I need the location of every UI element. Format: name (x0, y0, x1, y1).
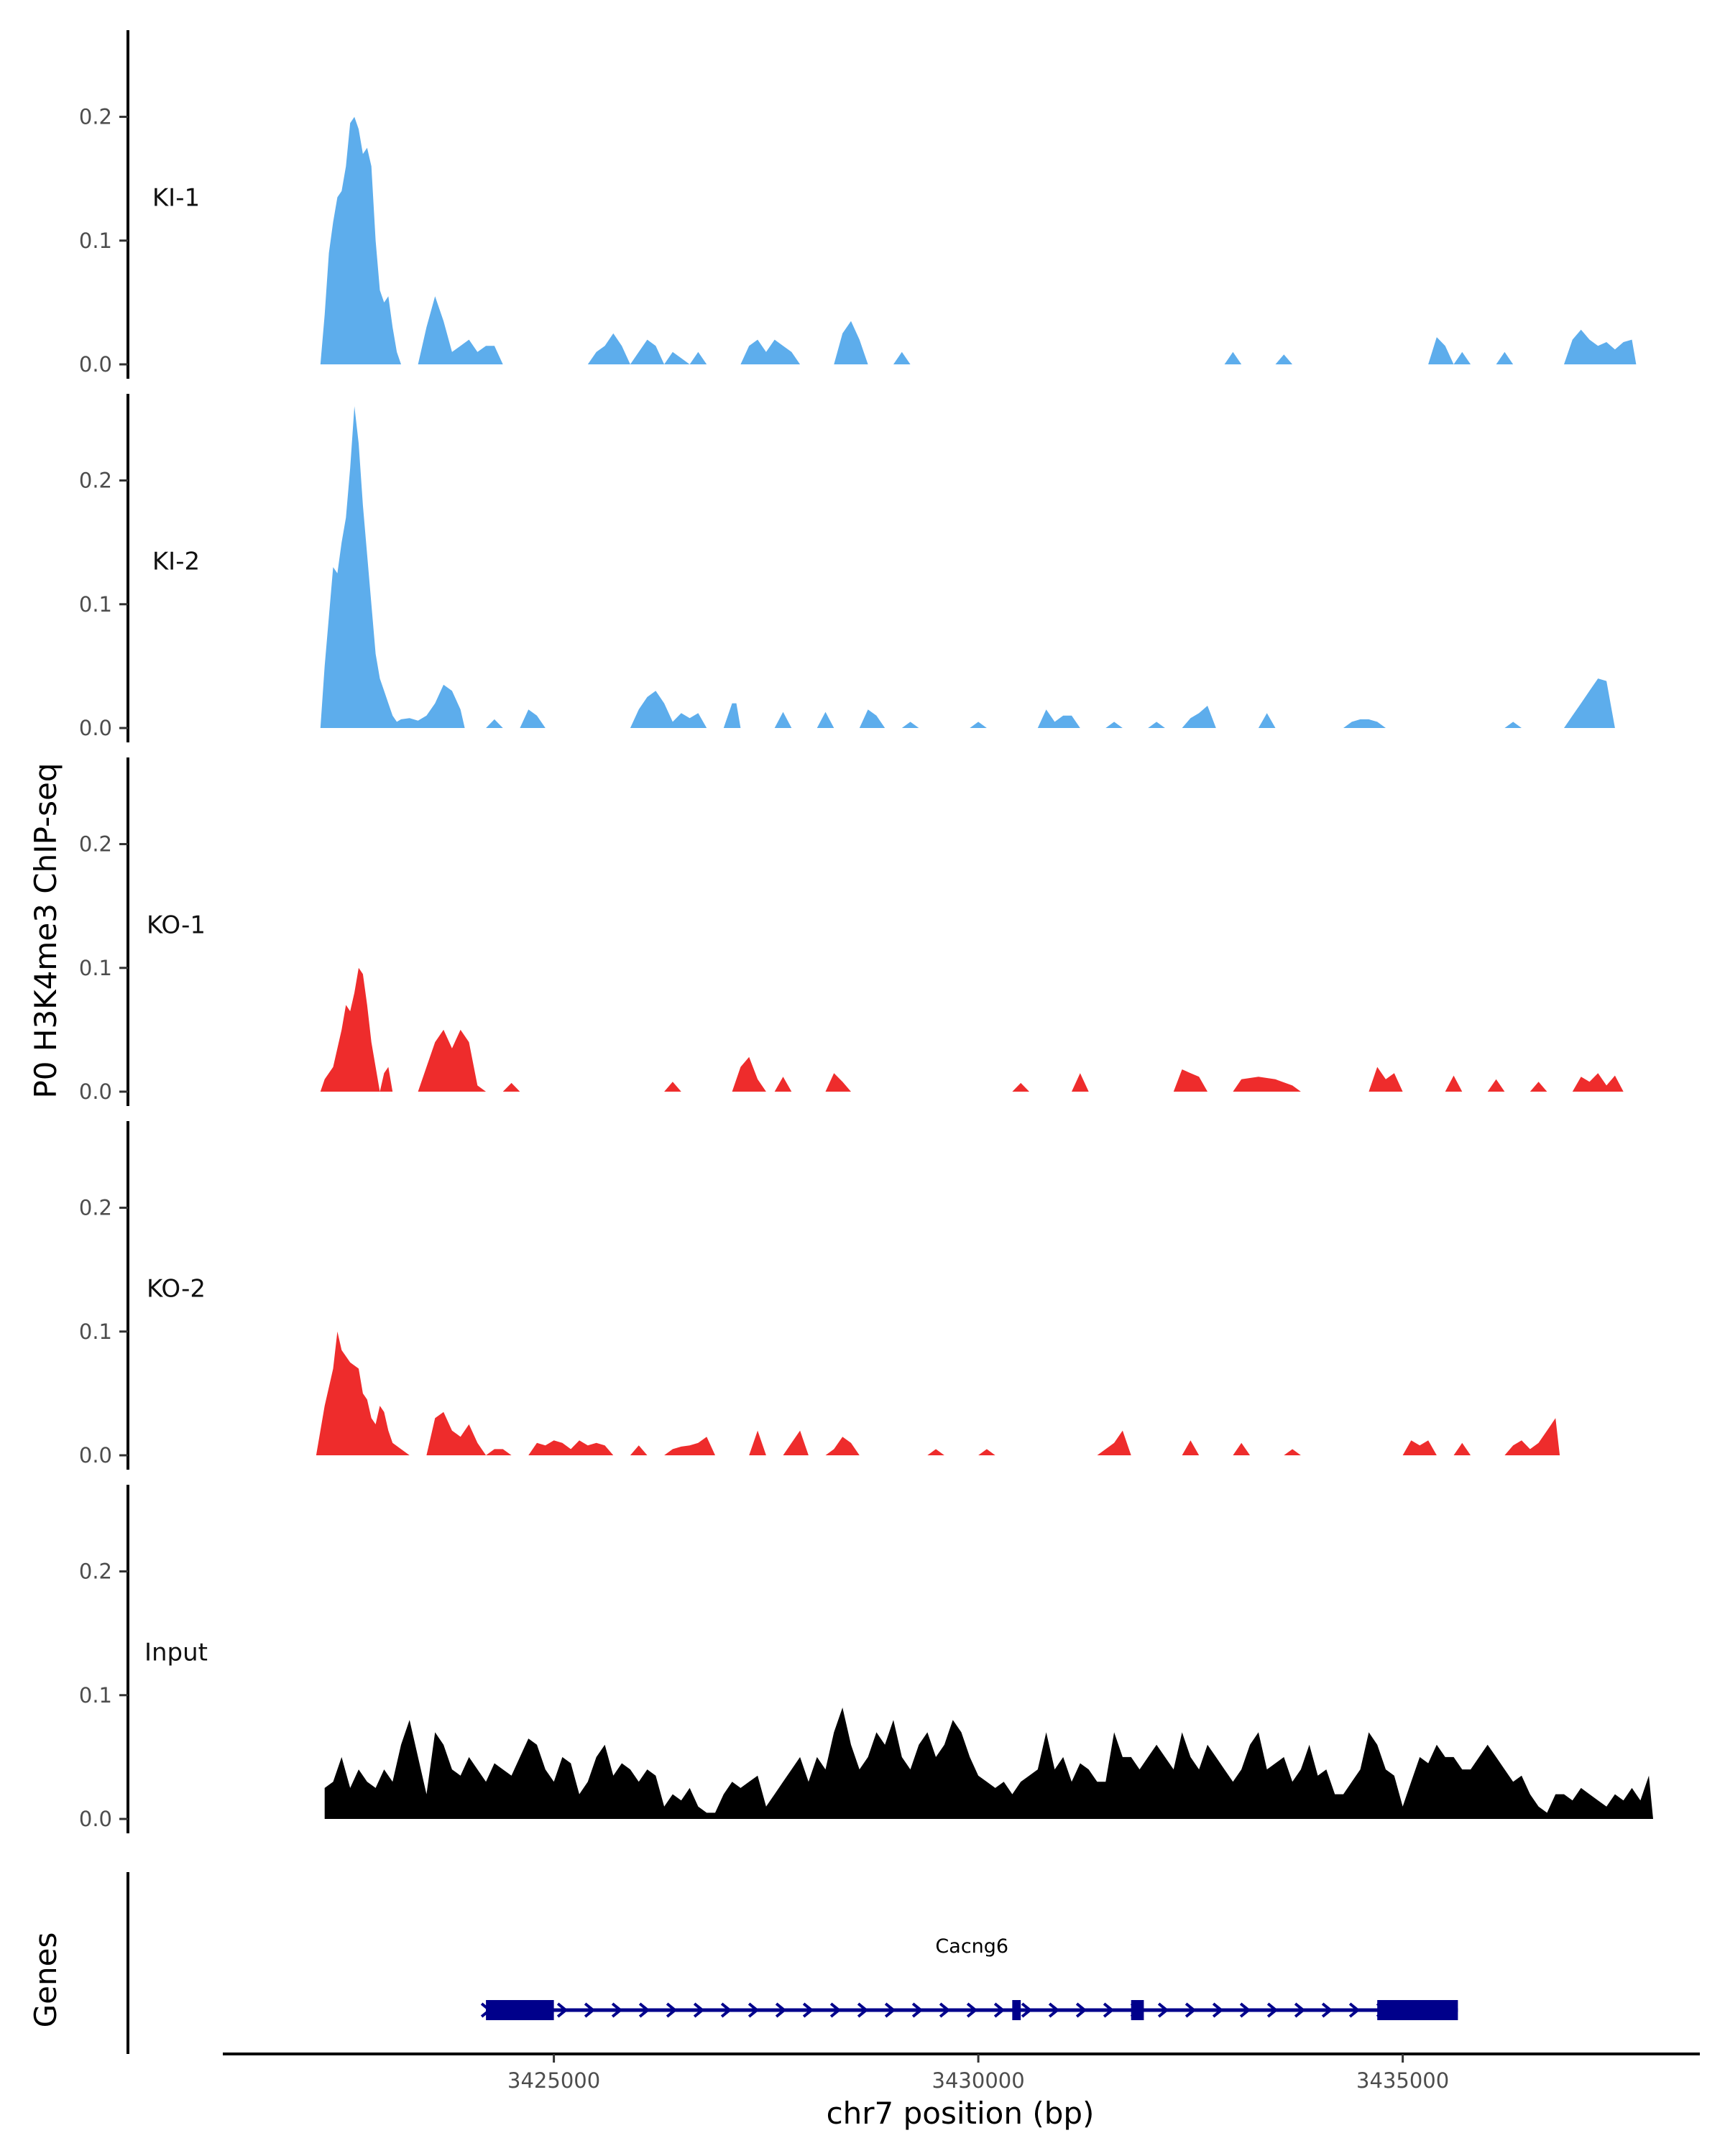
strand-arrow (1239, 2002, 1251, 2018)
strand-arrow (993, 2002, 1006, 2018)
strand-arrow (638, 2002, 650, 2018)
strand-arrow (584, 2002, 596, 2018)
x-tick-label: 3430000 (932, 2068, 1025, 2093)
strand-arrow (1294, 2002, 1306, 2018)
strand-arrow (911, 2002, 924, 2018)
strand-arrow (1266, 2002, 1279, 2018)
y-tick-label: 0.0 (79, 716, 112, 740)
x-axis: 3425000 3430000 3435000 (223, 2053, 1700, 2093)
gene-exon (1377, 2000, 1458, 2020)
strand-arrow (1048, 2002, 1060, 2018)
y-tick-label: 0.0 (79, 1807, 112, 1831)
strand-arrow (693, 2002, 705, 2018)
strand-arrow (556, 2002, 569, 2018)
strand-arrow (1075, 2002, 1087, 2018)
strand-arrow (857, 2002, 869, 2018)
strand-arrow (1321, 2002, 1333, 2018)
y-tick-label: 0.2 (79, 469, 112, 493)
y-tick-label: 0.1 (79, 956, 112, 980)
track-label: Input (144, 1639, 208, 1667)
signal-area-ki-2 (320, 406, 1615, 728)
track-panels: 0.00.10.2KI-10.00.10.2KI-20.00.10.2KO-10… (79, 30, 1654, 1833)
strand-arrow (829, 2002, 842, 2018)
y-tick-label: 0.1 (79, 592, 112, 617)
strand-arrow (939, 2002, 951, 2018)
strand-arrow (748, 2002, 760, 2018)
y-axis-title: P0 H3K4me3 ChIP-seq (28, 763, 63, 1098)
track-panel-ki-2: 0.0 0.1 0.2 KI-2 (79, 394, 1615, 742)
strand-arrow (966, 2002, 978, 2018)
strand-arrow (666, 2002, 678, 2018)
track-panel-input: 0.0 0.1 0.2 Input (79, 1485, 1654, 1833)
x-tick-label: 3435000 (1356, 2068, 1449, 2093)
signal-area-ko-2 (316, 1331, 1560, 1455)
signal-area-input (324, 1708, 1654, 1819)
strand-arrow (720, 2002, 732, 2018)
gene-panel: Cacng6 (126, 1872, 1458, 2054)
y-tick-label: 0.1 (79, 1319, 112, 1344)
gene-exon (1131, 2000, 1144, 2020)
track-label: KO-1 (147, 911, 206, 940)
y-tick-label: 0.2 (79, 832, 112, 857)
y-tick-label: 0.0 (79, 1079, 112, 1104)
y-tick-label: 0.2 (79, 105, 112, 129)
strand-arrow (775, 2002, 787, 2018)
strand-arrow (611, 2002, 623, 2018)
strand-arrow (1021, 2002, 1033, 2018)
y-tick-label: 0.1 (79, 1683, 112, 1708)
y-tick-label: 0.0 (79, 352, 112, 377)
track-panel-ko-2: 0.0 0.1 0.2 KO-2 (79, 1121, 1560, 1470)
strand-arrow (884, 2002, 896, 2018)
track-label: KO-2 (147, 1275, 206, 1304)
track-label: KI-2 (152, 548, 200, 576)
strand-arrow (1212, 2002, 1224, 2018)
strand-arrow (1184, 2002, 1197, 2018)
strand-arrow (802, 2002, 814, 2018)
x-tick-label: 3425000 (507, 2068, 600, 2093)
track-label: KI-1 (152, 184, 200, 213)
gene-panel-title: Genes (28, 1932, 63, 2028)
track-panel-ki-1: 0.0 0.1 0.2 KI-1 (79, 30, 1637, 379)
signal-area-ki-1 (320, 116, 1637, 364)
gene-exon (486, 2000, 554, 2020)
strand-arrow (1348, 2002, 1361, 2018)
strand-arrow (1157, 2002, 1169, 2018)
gene-name-label: Cacng6 (935, 1935, 1008, 1958)
y-tick-label: 0.1 (79, 229, 112, 253)
track-panel-ko-1: 0.0 0.1 0.2 KO-1 (79, 757, 1624, 1106)
y-tick-label: 0.0 (79, 1443, 112, 1468)
y-tick-label: 0.2 (79, 1560, 112, 1584)
signal-area-ko-1 (320, 967, 1624, 1092)
y-tick-label: 0.2 (79, 1196, 112, 1220)
x-axis-title: chr7 position (bp) (827, 2096, 1095, 2131)
gene-exon (1012, 2000, 1021, 2020)
strand-arrow (1103, 2002, 1115, 2018)
